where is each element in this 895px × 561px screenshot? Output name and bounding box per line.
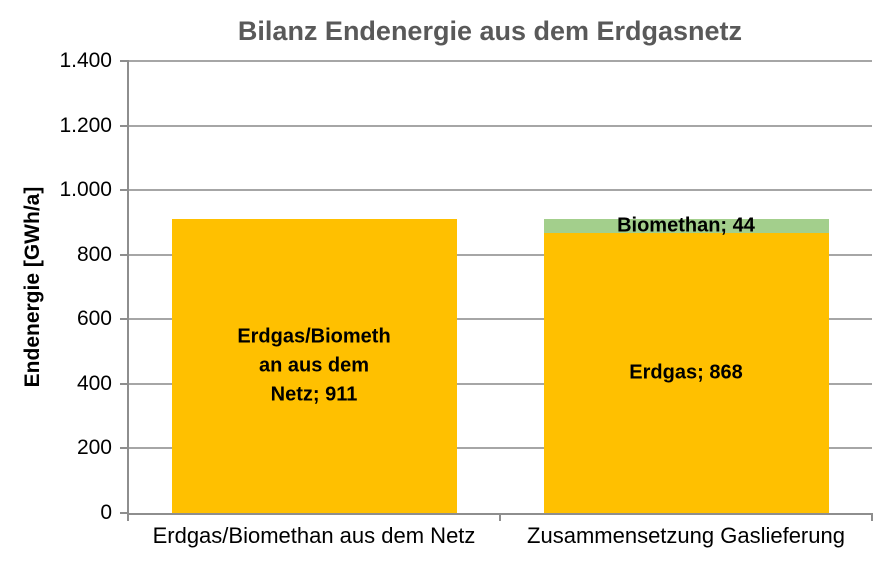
y-tick-mark [120, 253, 129, 256]
y-tick-mark [120, 318, 129, 321]
y-tick-mark [120, 189, 129, 192]
chart-title: Bilanz Endenergie aus dem Erdgasnetz [237, 16, 743, 46]
y-tick-label: 600 [76, 307, 112, 331]
y-tick-label: 1.000 [59, 178, 112, 202]
y-axis-title: Endenergie [GWh/a] [21, 186, 44, 388]
bar-segment-erdgas: Erdgas; 868 [543, 232, 829, 513]
x-category-label: Zusammensetzung Gaslieferung [527, 523, 845, 548]
y-tick-label: 200 [76, 436, 112, 460]
y-tick-mark [120, 512, 129, 514]
y-tick-mark [120, 60, 129, 62]
y-axis-line [127, 61, 129, 515]
bar-segment-label: Biomethan; 44 [617, 214, 755, 237]
y-tick-mark [120, 382, 129, 385]
bar-segment-erdgas-biomethan-aus-dem-netz: Erdgas/Biometh an aus dem Netz; 911 [171, 218, 457, 513]
x-tick-mark [871, 515, 873, 521]
x-axis-line [127, 513, 873, 515]
x-category-label: Erdgas/Biomethan aus dem Netz [152, 523, 476, 548]
y-tick-label: 1.200 [59, 113, 112, 137]
gridline [129, 318, 872, 321]
y-tick-label: 0 [100, 501, 112, 524]
gridline [129, 382, 872, 385]
gridline [129, 253, 872, 256]
bar-segment-label: Erdgas; 868 [629, 361, 743, 384]
gridline [129, 447, 872, 450]
bar-segment-biomethan: Biomethan; 44 [543, 214, 829, 236]
bar: Erdgas; 868 Biomethan; 44 [543, 61, 829, 513]
y-tick-label: 400 [76, 371, 112, 395]
bar-segment-label: Erdgas/Biometh an aus dem Netz; 911 [237, 325, 391, 406]
x-tick-mark [499, 515, 501, 521]
gridline [129, 60, 872, 62]
y-tick-mark [120, 124, 129, 127]
y-tick-label: 800 [76, 242, 112, 266]
gridline [129, 124, 872, 127]
y-tick-label: 1.400 [59, 49, 112, 72]
gridline [129, 189, 872, 192]
bar: Erdgas/Biometh an aus dem Netz; 911 [171, 61, 457, 513]
x-tick-mark [127, 515, 129, 521]
y-tick-mark [120, 447, 129, 450]
